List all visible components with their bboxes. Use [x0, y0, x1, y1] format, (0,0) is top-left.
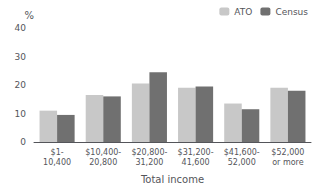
svg-text:Total income: Total income [140, 174, 204, 185]
svg-text:$31,200-: $31,200- [178, 148, 214, 157]
svg-text:10: 10 [15, 109, 27, 119]
svg-text:41,600: 41,600 [182, 158, 210, 167]
svg-text:20: 20 [15, 80, 27, 90]
svg-text:$52,000: $52,000 [271, 148, 304, 157]
svg-text:$10,400-: $10,400- [85, 148, 121, 157]
svg-text:40: 40 [15, 23, 27, 33]
svg-text:$41,600-: $41,600- [224, 148, 260, 157]
svg-text:$1-: $1- [51, 148, 64, 157]
svg-text:20,800: 20,800 [89, 158, 117, 167]
svg-text:or more: or more [272, 158, 304, 167]
svg-text:0: 0 [20, 137, 26, 147]
svg-text:$20,800-: $20,800- [131, 148, 167, 157]
svg-text:Census: Census [275, 7, 308, 17]
svg-text:52,000: 52,000 [228, 158, 256, 167]
svg-text:31,200: 31,200 [135, 158, 163, 167]
svg-text:%: % [24, 10, 34, 21]
svg-text:30: 30 [15, 52, 27, 62]
svg-text:ATO: ATO [234, 7, 252, 17]
svg-text:10,400: 10,400 [43, 158, 71, 167]
